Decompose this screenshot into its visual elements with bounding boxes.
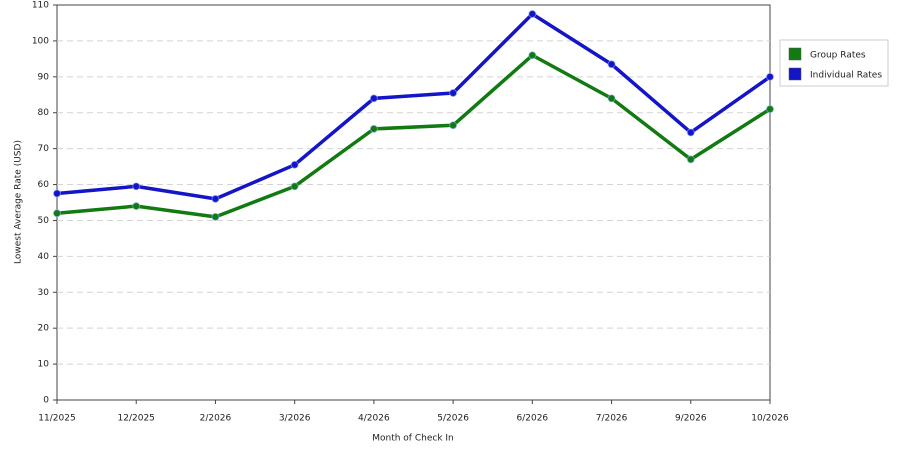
x-tick-label: 12/2025: [118, 414, 155, 424]
y-tick-label: 100: [32, 36, 49, 46]
point: [449, 88, 458, 97]
point: [290, 182, 299, 191]
point: [132, 182, 141, 191]
y-tick-label: 80: [38, 108, 50, 118]
x-tick-label: 2/2026: [200, 414, 232, 424]
point: [369, 124, 378, 133]
legend-swatch: [788, 47, 802, 61]
x-tick-label: 5/2026: [437, 414, 469, 424]
point: [686, 155, 695, 164]
legend: Group Rates Individual Rates: [779, 39, 889, 87]
x-tick-label: 4/2026: [358, 414, 390, 424]
plot-frame: [56, 4, 771, 401]
x-tick-label: 9/2026: [675, 414, 707, 424]
point: [53, 209, 61, 218]
series-line: [56, 53, 771, 219]
point: [766, 105, 774, 114]
y-tick-label: 40: [38, 252, 50, 262]
x-tick-label: 3/2026: [279, 414, 311, 424]
series-line: [56, 12, 772, 201]
x-axis-label: Month of Check In: [372, 434, 454, 444]
x-tick-label: 6/2026: [516, 414, 548, 424]
legend-label: Group Rates: [810, 51, 866, 61]
point: [686, 128, 695, 137]
point: [211, 212, 220, 221]
legend-swatch: [788, 67, 802, 81]
x-tick-label: 11/2025: [38, 414, 75, 424]
y-tick-label: 110: [32, 1, 49, 11]
x-tick-label: 7/2026: [596, 414, 628, 424]
legend-label: Individual Rates: [810, 71, 882, 81]
y-tick-label: 30: [38, 288, 50, 298]
y-tick-label: 70: [38, 144, 50, 154]
point: [528, 9, 537, 18]
point: [528, 51, 537, 60]
point: [449, 121, 458, 130]
y-tick-label: 60: [38, 180, 50, 190]
x-tick-label: 10/2026: [751, 414, 789, 424]
y-tick-label: 20: [38, 324, 50, 334]
point: [766, 72, 774, 81]
y-tick-label: 0: [43, 396, 49, 406]
y-tick-label: 10: [38, 360, 50, 370]
point: [132, 202, 141, 211]
y-axis-label: Lowest Average Rate (USD): [14, 140, 24, 264]
point: [53, 189, 61, 198]
point: [211, 194, 220, 203]
point: [607, 94, 616, 103]
point: [607, 60, 616, 69]
point: [290, 160, 299, 169]
point: [369, 94, 378, 103]
y-tick-label: 90: [38, 72, 50, 82]
y-tick-label: 50: [38, 216, 50, 226]
